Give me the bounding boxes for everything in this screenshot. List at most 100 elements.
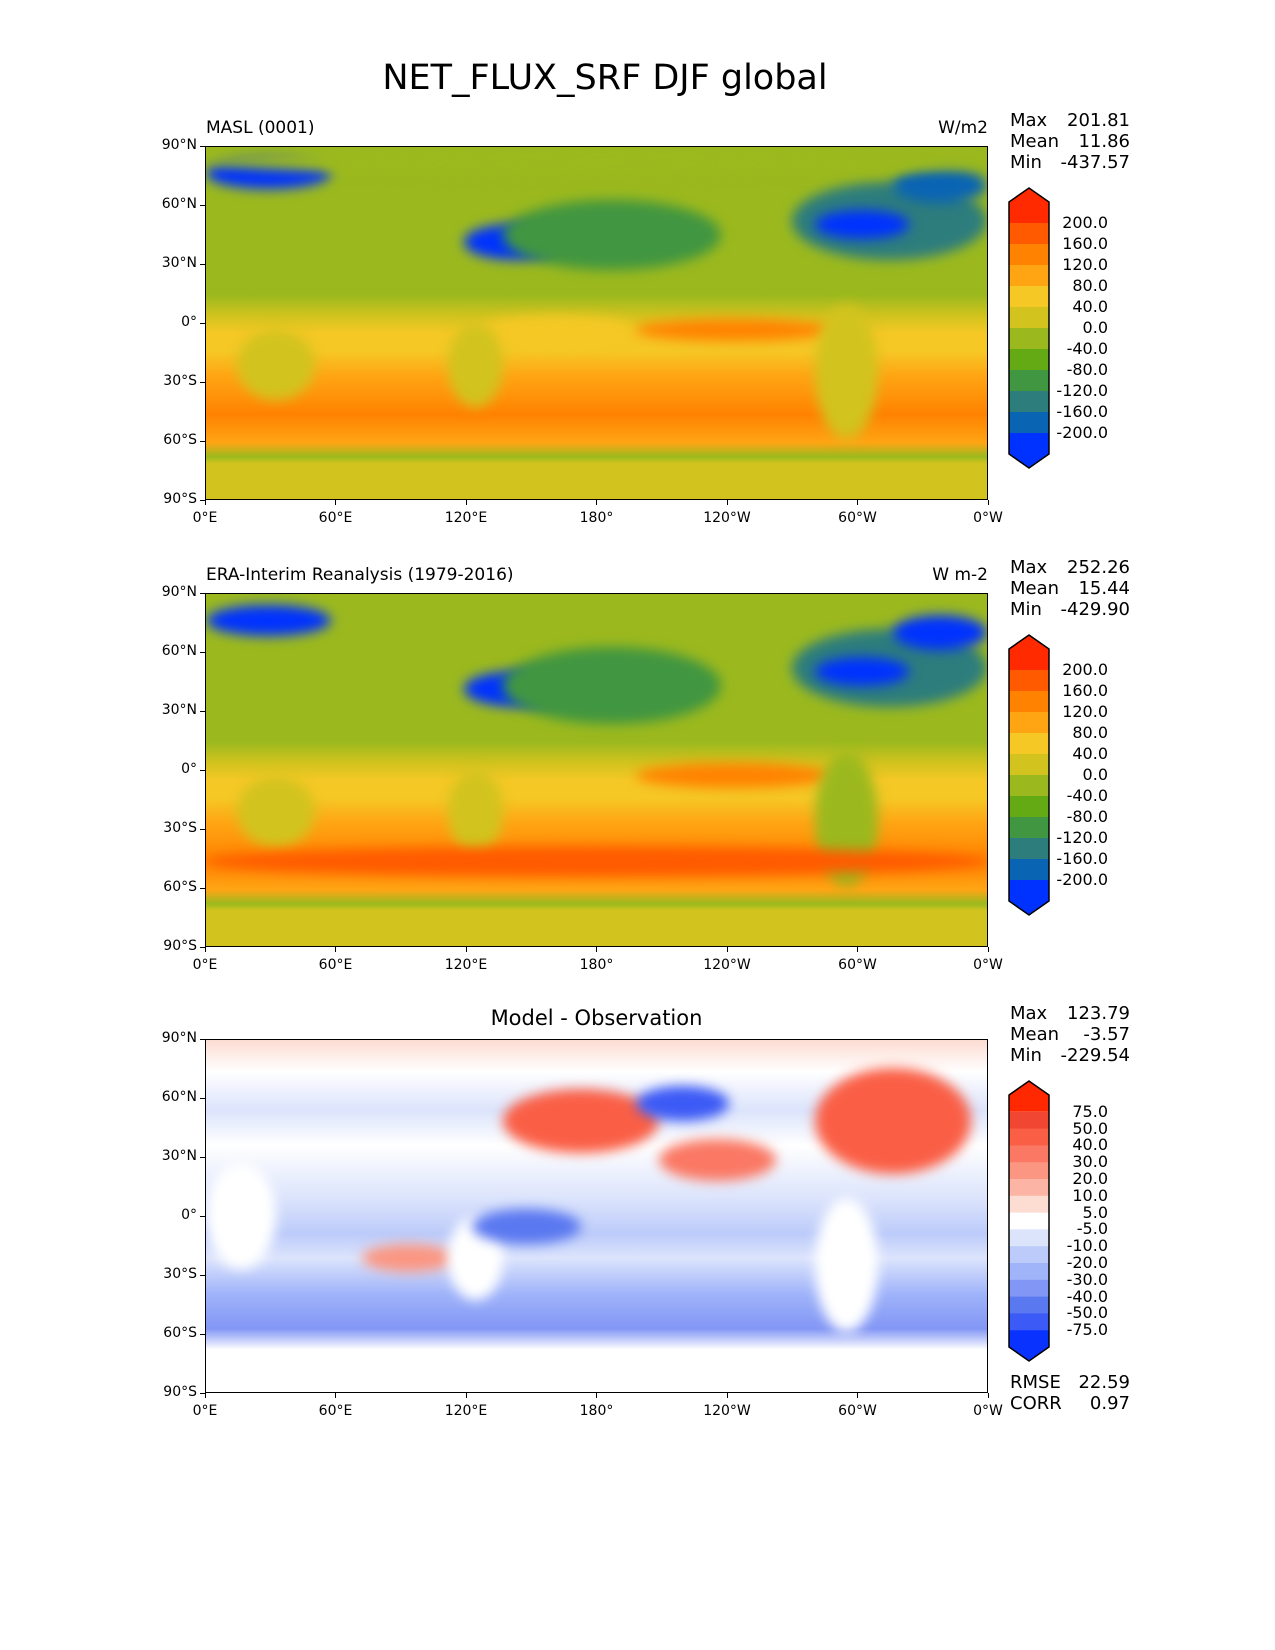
- field-region: [635, 762, 831, 788]
- map-panel: [205, 1039, 988, 1393]
- colorbar-bin: [1009, 712, 1049, 734]
- colorbar-outline: [1008, 187, 1050, 469]
- field-region: [206, 147, 987, 176]
- x-tick-mark: [857, 1393, 858, 1398]
- colorbar-tick-label: -200.0: [1056, 423, 1108, 442]
- y-tick-label: 30°N: [161, 1148, 197, 1164]
- field-region: [502, 646, 722, 725]
- colorbar-bin: [1009, 223, 1049, 245]
- colorbar-bin: [1009, 1081, 1049, 1112]
- x-tick-mark: [204, 500, 206, 505]
- y-tick-mark: [200, 592, 205, 594]
- colorbar: [1008, 634, 1050, 916]
- colorbar-bin: [1009, 1195, 1049, 1214]
- colorbar-tick-label: 0.0: [1082, 318, 1108, 337]
- colorbar-tick-label: 10.0: [1072, 1185, 1108, 1205]
- y-tick-mark: [200, 1274, 205, 1276]
- stat-min-label: Min: [1010, 152, 1042, 173]
- y-tick-label: 90°N: [161, 137, 197, 153]
- colorbar-bin: [1009, 307, 1049, 329]
- colorbar-bin: [1009, 880, 1049, 915]
- y-tick-mark: [200, 946, 205, 948]
- y-tick-label: 0°: [181, 761, 197, 777]
- colorbar-tick-label: 50.0: [1072, 1118, 1108, 1138]
- x-tick-label: 0°W: [973, 1403, 1003, 1419]
- y-tick-mark: [200, 440, 205, 442]
- colorbar-tick-label: 20.0: [1072, 1169, 1108, 1188]
- x-tick-mark: [335, 500, 336, 505]
- colorbar-tick-label: -120.0: [1056, 381, 1108, 400]
- colorbar-bin: [1009, 859, 1049, 881]
- y-tick-label: 60°N: [161, 1089, 197, 1105]
- colorbar-bin: [1009, 817, 1049, 839]
- colorbar-bin: [1009, 1296, 1049, 1314]
- field-region: [448, 770, 503, 855]
- colorbar-bin: [1009, 1162, 1049, 1180]
- colorbar-bin: [1009, 391, 1049, 413]
- colorbar-tick-label: 30.0: [1072, 1152, 1108, 1172]
- x-tick-label: 120°W: [703, 510, 751, 526]
- x-tick-label: 0°E: [192, 1403, 218, 1419]
- y-tick-mark: [200, 1392, 205, 1394]
- x-tick-label: 0°E: [192, 957, 218, 973]
- field-region: [237, 777, 316, 848]
- colorbar-bin: [1009, 370, 1049, 392]
- x-tick-label: 120°W: [703, 1403, 751, 1419]
- metric-rmse-label: RMSE: [1010, 1372, 1061, 1393]
- colorbar-outline: [1008, 634, 1050, 916]
- stat-min-value: -229.54: [1060, 1045, 1130, 1066]
- x-tick-mark: [596, 500, 597, 505]
- x-tick-mark: [465, 1393, 467, 1398]
- field-region: [815, 1068, 972, 1174]
- y-tick-label: 0°: [181, 1207, 197, 1223]
- colorbar-tick-label: -200.0: [1056, 870, 1108, 889]
- colorbar-tick-label: 40.0: [1072, 1135, 1108, 1155]
- colorbar-tick-label: -40.0: [1066, 786, 1108, 805]
- colorbar-bin: [1009, 670, 1049, 692]
- x-tick-label: 120°E: [444, 957, 488, 973]
- colorbar-bin: [1009, 691, 1049, 713]
- x-tick-mark: [726, 1393, 728, 1398]
- x-tick-label: 60°W: [838, 510, 877, 526]
- y-tick-label: 60°S: [163, 1325, 197, 1341]
- x-tick-mark: [335, 947, 336, 952]
- x-tick-mark: [857, 500, 858, 505]
- field-region: [206, 847, 987, 876]
- x-tick-label: 60°E: [318, 510, 353, 526]
- field-region: [815, 210, 909, 239]
- colorbar-outline: [1008, 1080, 1050, 1362]
- x-tick-label: 60°W: [838, 957, 877, 973]
- stat-max-label: Max: [1010, 557, 1048, 578]
- y-tick-label: 30°N: [161, 255, 197, 271]
- colorbar-bin: [1009, 775, 1049, 797]
- figure-title: NET_FLUX_SRF DJF global: [382, 58, 828, 98]
- colorbar-tick-label: -40.0: [1066, 339, 1108, 358]
- y-tick-mark: [200, 1038, 205, 1040]
- y-tick-label: 30°S: [163, 1266, 197, 1282]
- stat-mean-label: Mean: [1010, 131, 1060, 152]
- field-region: [815, 1198, 878, 1333]
- colorbar-bin: [1009, 1330, 1049, 1361]
- x-tick-mark: [726, 947, 728, 952]
- panel-units: W/m2: [938, 118, 988, 138]
- field-region: [893, 615, 987, 651]
- field-region: [815, 305, 878, 440]
- colorbar-bin: [1009, 1263, 1049, 1281]
- map-panel: [205, 146, 988, 500]
- y-tick-label: 30°N: [161, 702, 197, 718]
- y-tick-mark: [200, 204, 205, 206]
- colorbar-bin: [1009, 1246, 1049, 1264]
- colorbar-bin: [1009, 754, 1049, 776]
- stat-max-label: Max: [1010, 1003, 1048, 1024]
- field-region: [502, 199, 722, 271]
- colorbar-tick-label: -10.0: [1066, 1236, 1108, 1256]
- colorbar-bin: [1009, 635, 1049, 670]
- y-tick-label: 90°N: [161, 1030, 197, 1046]
- colorbar-tick-label: 120.0: [1062, 702, 1108, 721]
- metric-corr-label: CORR: [1010, 1393, 1062, 1414]
- y-tick-mark: [200, 887, 205, 889]
- x-tick-mark: [987, 947, 989, 952]
- field-region: [237, 330, 316, 401]
- colorbar: [1008, 187, 1050, 469]
- y-tick-mark: [200, 828, 205, 830]
